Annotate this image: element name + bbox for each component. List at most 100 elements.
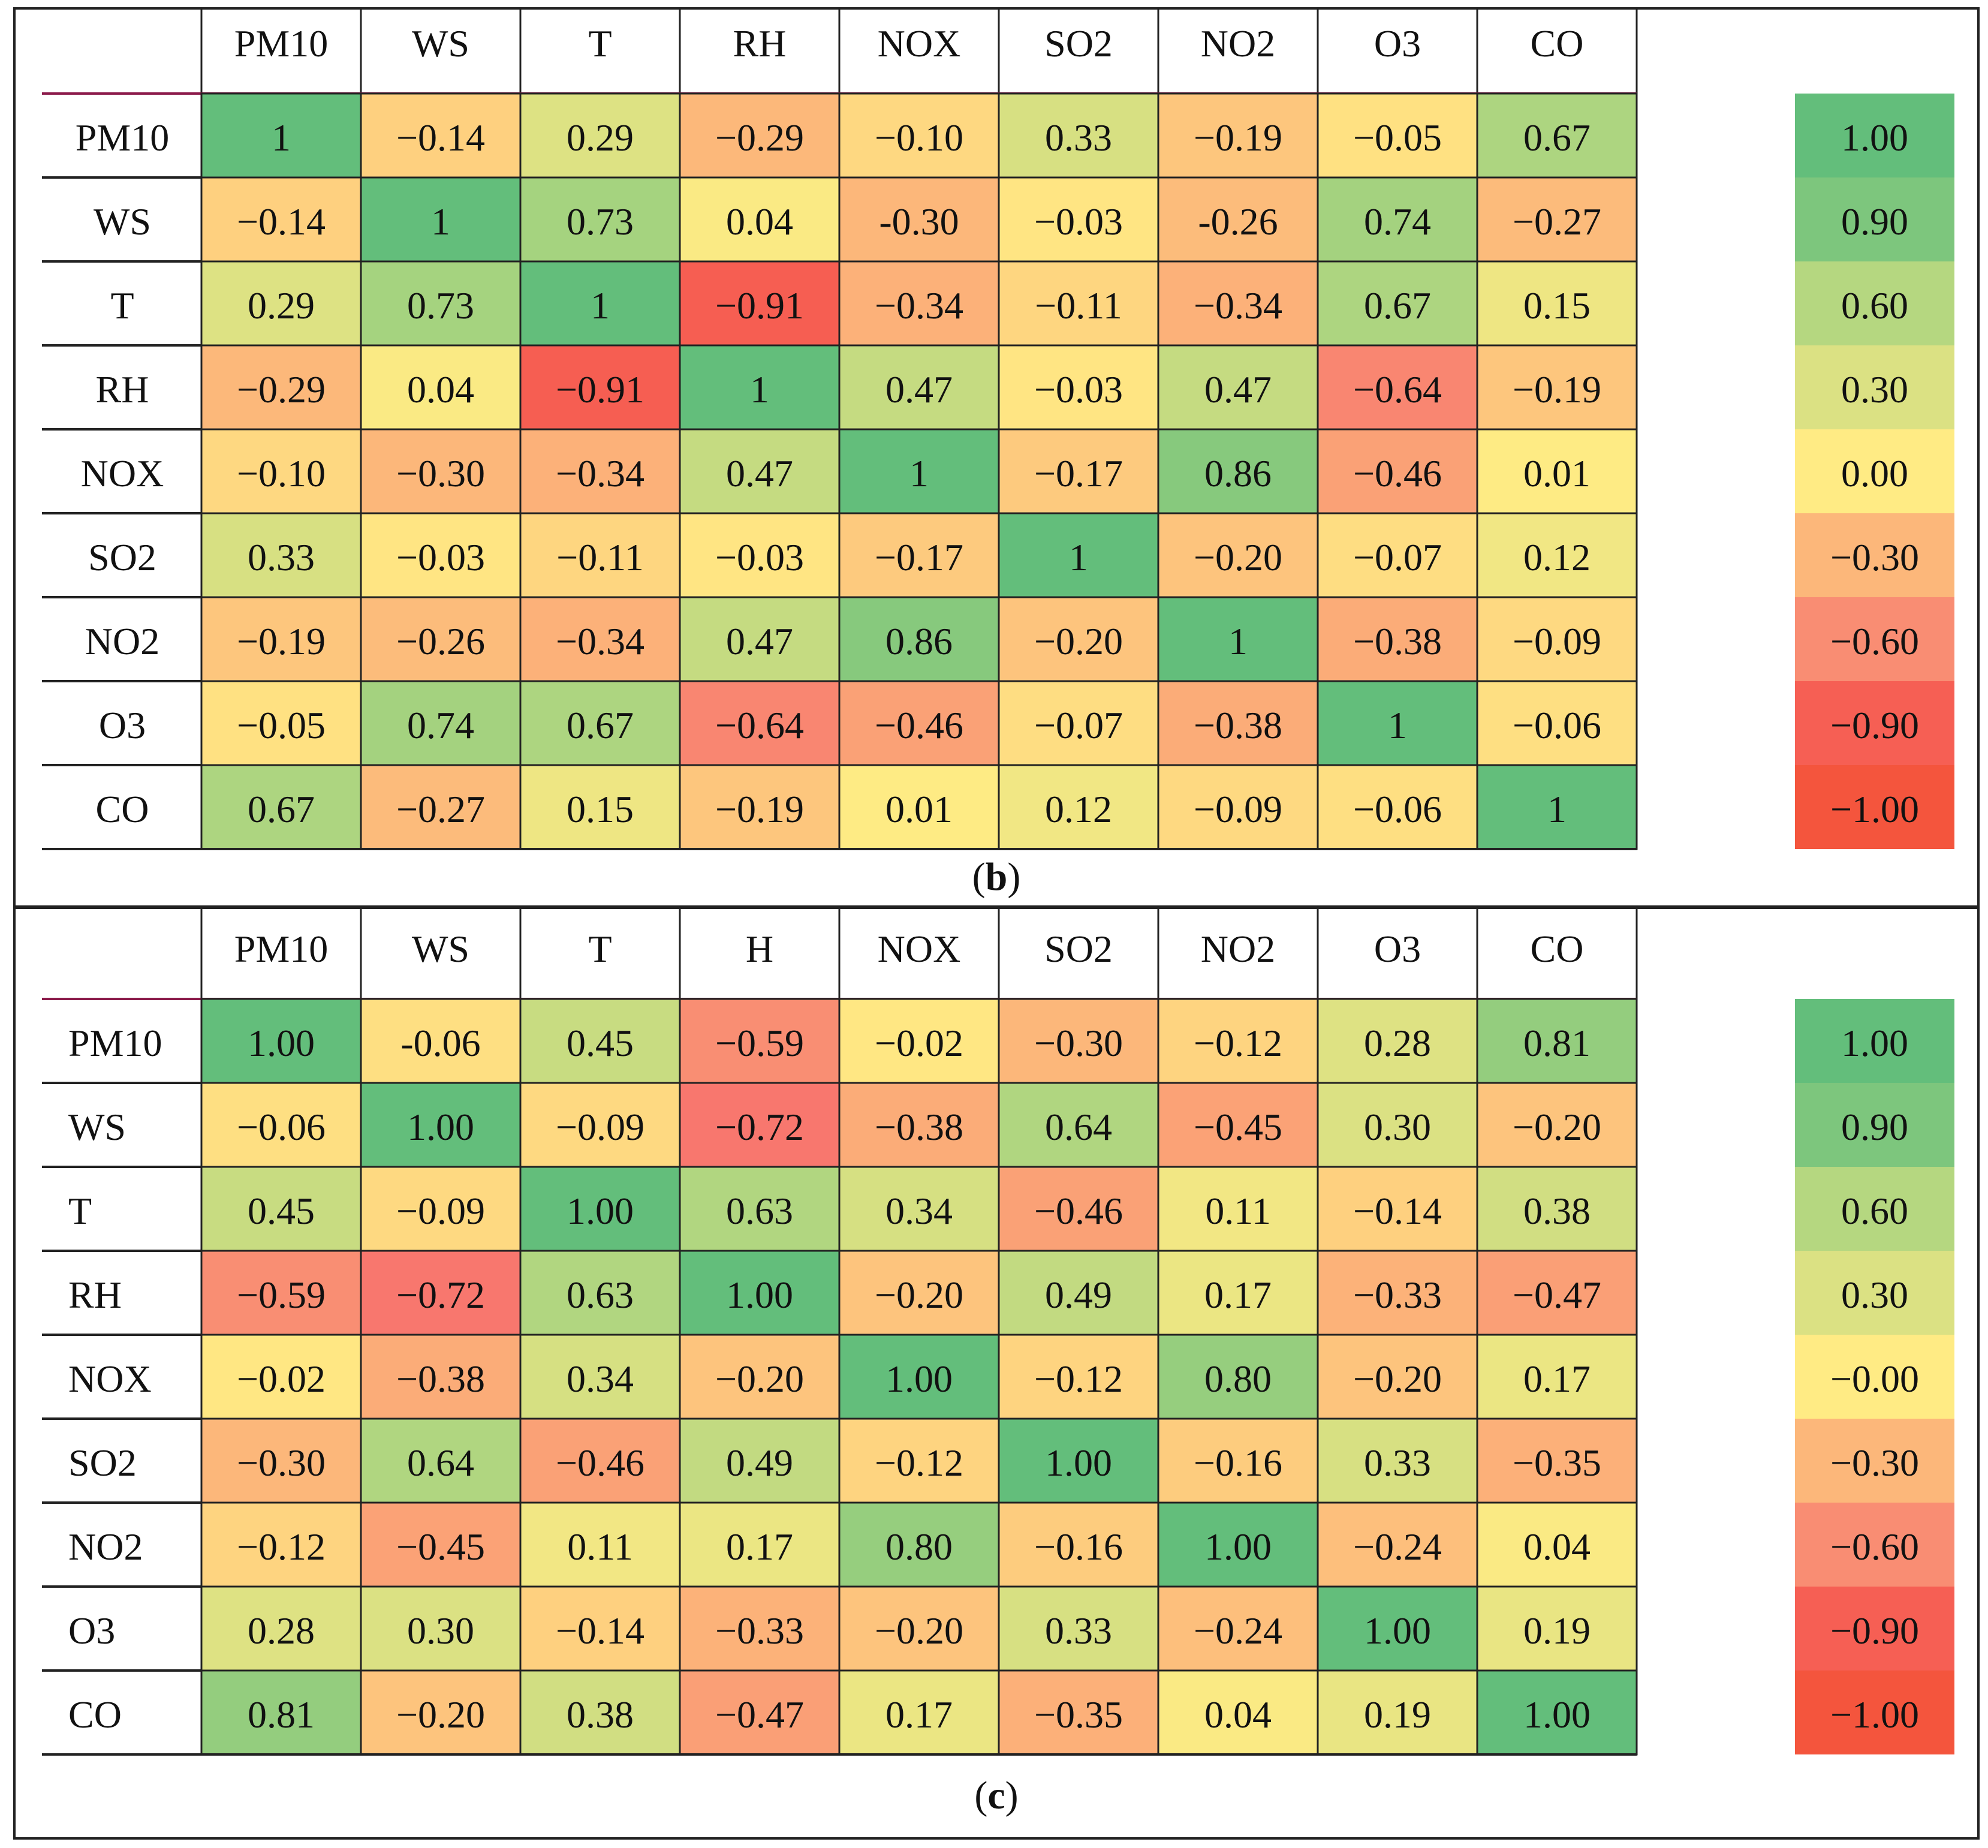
cell-value-label: −0.24 [1353, 1525, 1442, 1568]
heatmap-cell [360, 1334, 522, 1420]
heatmap-cell [838, 1669, 1000, 1756]
heatmap-cell [519, 428, 681, 514]
heatmap-cell [1476, 764, 1638, 850]
cell-value-label: 0.67 [567, 704, 634, 747]
heatmap-cell [998, 680, 1159, 766]
cell-value-label: −0.09 [1513, 620, 1601, 663]
cell-value-label: 1 [272, 116, 291, 159]
cell-value-label: −0.38 [875, 1106, 963, 1148]
cell-value-label: 0.47 [1204, 368, 1272, 411]
cell-value-label: −0.19 [715, 788, 804, 830]
cell-value-label: −0.03 [715, 536, 804, 579]
heatmap-cell [1476, 998, 1638, 1084]
heatmap-cell [200, 1082, 362, 1168]
heatmap-cell [360, 1166, 522, 1252]
cell-value-label: 0.47 [726, 452, 793, 495]
cell-value-label: −0.07 [1353, 536, 1442, 579]
cell-value-label: −0.59 [237, 1274, 326, 1316]
cell-value-label: 1.00 [1045, 1441, 1112, 1484]
row-label-co: CO [96, 788, 149, 830]
legend-label: −0.30 [1830, 1441, 1919, 1484]
heatmap-cell [519, 680, 681, 766]
cell-value-label: −0.34 [556, 452, 644, 495]
panel-caption: (b) [972, 855, 1021, 899]
cell-value-label: 0.73 [407, 284, 474, 327]
cell-value-label: −0.20 [875, 1274, 963, 1316]
cell-value-label: −0.64 [715, 704, 804, 747]
heatmap-cell [1476, 92, 1638, 179]
cell-value-label: 1.00 [248, 1022, 315, 1064]
cell-value-label: 0.67 [1364, 284, 1431, 327]
cell-value-label: −0.19 [1513, 368, 1601, 411]
cell-value-label: −0.91 [715, 284, 804, 327]
heatmap-cell [998, 1250, 1159, 1336]
heatmap-cell [200, 1585, 362, 1672]
cell-value-label: −0.10 [875, 116, 963, 159]
cell-value-label: −0.33 [1353, 1274, 1442, 1316]
cell-value-label: −0.26 [396, 620, 485, 663]
cell-value-label: −0.20 [875, 1609, 963, 1652]
cell-value-label: −0.34 [1194, 284, 1282, 327]
heatmap-cell [838, 344, 1000, 431]
cell-value-label: 0.86 [885, 620, 953, 663]
cell-value-label: −0.72 [396, 1274, 485, 1316]
cell-value-label: −0.10 [237, 452, 326, 495]
cell-value-label: 0.47 [885, 368, 953, 411]
cell-value-label: −0.19 [1194, 116, 1282, 159]
column-label-h: H [746, 928, 773, 970]
cell-value-label: −0.20 [396, 1693, 485, 1736]
heatmap-cell [1476, 1082, 1638, 1168]
legend-swatch [1795, 999, 1954, 1083]
cell-value-label: 0.17 [726, 1525, 793, 1568]
caption-letter: b [986, 855, 1008, 899]
cell-value-label: −0.14 [237, 200, 326, 243]
cell-value-label: −0.34 [556, 620, 644, 663]
heatmap-cell [360, 512, 522, 598]
column-label-so2: SO2 [1044, 22, 1113, 65]
row-label-rh: RH [96, 368, 149, 411]
row-label-nox: NOX [68, 1358, 152, 1400]
heatmap-cell [838, 92, 1000, 179]
heatmap-cell [1157, 1417, 1319, 1504]
column-label-ws: WS [412, 22, 469, 65]
heatmap-cell [360, 176, 522, 263]
cell-value-label: −0.34 [875, 284, 963, 327]
cell-value-label: −0.12 [1034, 1358, 1123, 1400]
row-label-no2: NO2 [68, 1525, 143, 1568]
cell-value-label: 0.45 [567, 1022, 634, 1064]
cell-value-label: −0.35 [1513, 1441, 1601, 1484]
row-label-rh: RH [68, 1274, 122, 1316]
heatmap-cell [200, 1669, 362, 1756]
legend-label: 0.00 [1841, 452, 1908, 495]
cell-value-label: −0.02 [875, 1022, 963, 1064]
cell-value-label: −0.38 [1353, 620, 1442, 663]
heatmap-cell [838, 1082, 1000, 1168]
heatmap-cell [519, 1166, 681, 1252]
heatmap-cell [200, 176, 362, 263]
cell-value-label: 0.47 [726, 620, 793, 663]
cell-value-label: 0.80 [1204, 1358, 1272, 1400]
legend-swatch [1795, 261, 1954, 345]
heatmap-cell [1317, 1417, 1478, 1504]
cell-value-label: −0.20 [1513, 1106, 1601, 1148]
cell-value-label: 0.04 [407, 368, 474, 411]
correlation-heatmap-b: PM10 WS T RH NOX SO2 NO2 O3 CO PM10 WS T RH NOX SO2 NO2… [42, 10, 1954, 899]
caption-letter: c [987, 1774, 1005, 1817]
heatmap-cell [360, 998, 522, 1084]
cell-value-label: 0.19 [1523, 1609, 1591, 1652]
heatmap-cell [1157, 998, 1319, 1084]
cell-value-label: -0.26 [1198, 200, 1278, 243]
heatmap-cell [1317, 1669, 1478, 1756]
heatmap-cell [1476, 1669, 1638, 1756]
heatmap-cell [519, 596, 681, 682]
cell-value-label: 0.67 [1523, 116, 1591, 159]
heatmap-cell [1476, 680, 1638, 766]
column-label-t: T [588, 928, 612, 970]
cell-value-label: 0.15 [1523, 284, 1591, 327]
heatmap-cell [200, 92, 362, 179]
cell-value-label: −0.16 [1194, 1441, 1282, 1484]
legend-label: −0.90 [1830, 1609, 1919, 1652]
heatmap-cell [998, 1082, 1159, 1168]
heatmap-panel-b: PM10 WS T RH NOX SO2 NO2 O3 CO PM10 WS T RH NOX SO2 NO2… [13, 7, 1980, 908]
heatmap-cell [998, 344, 1159, 431]
